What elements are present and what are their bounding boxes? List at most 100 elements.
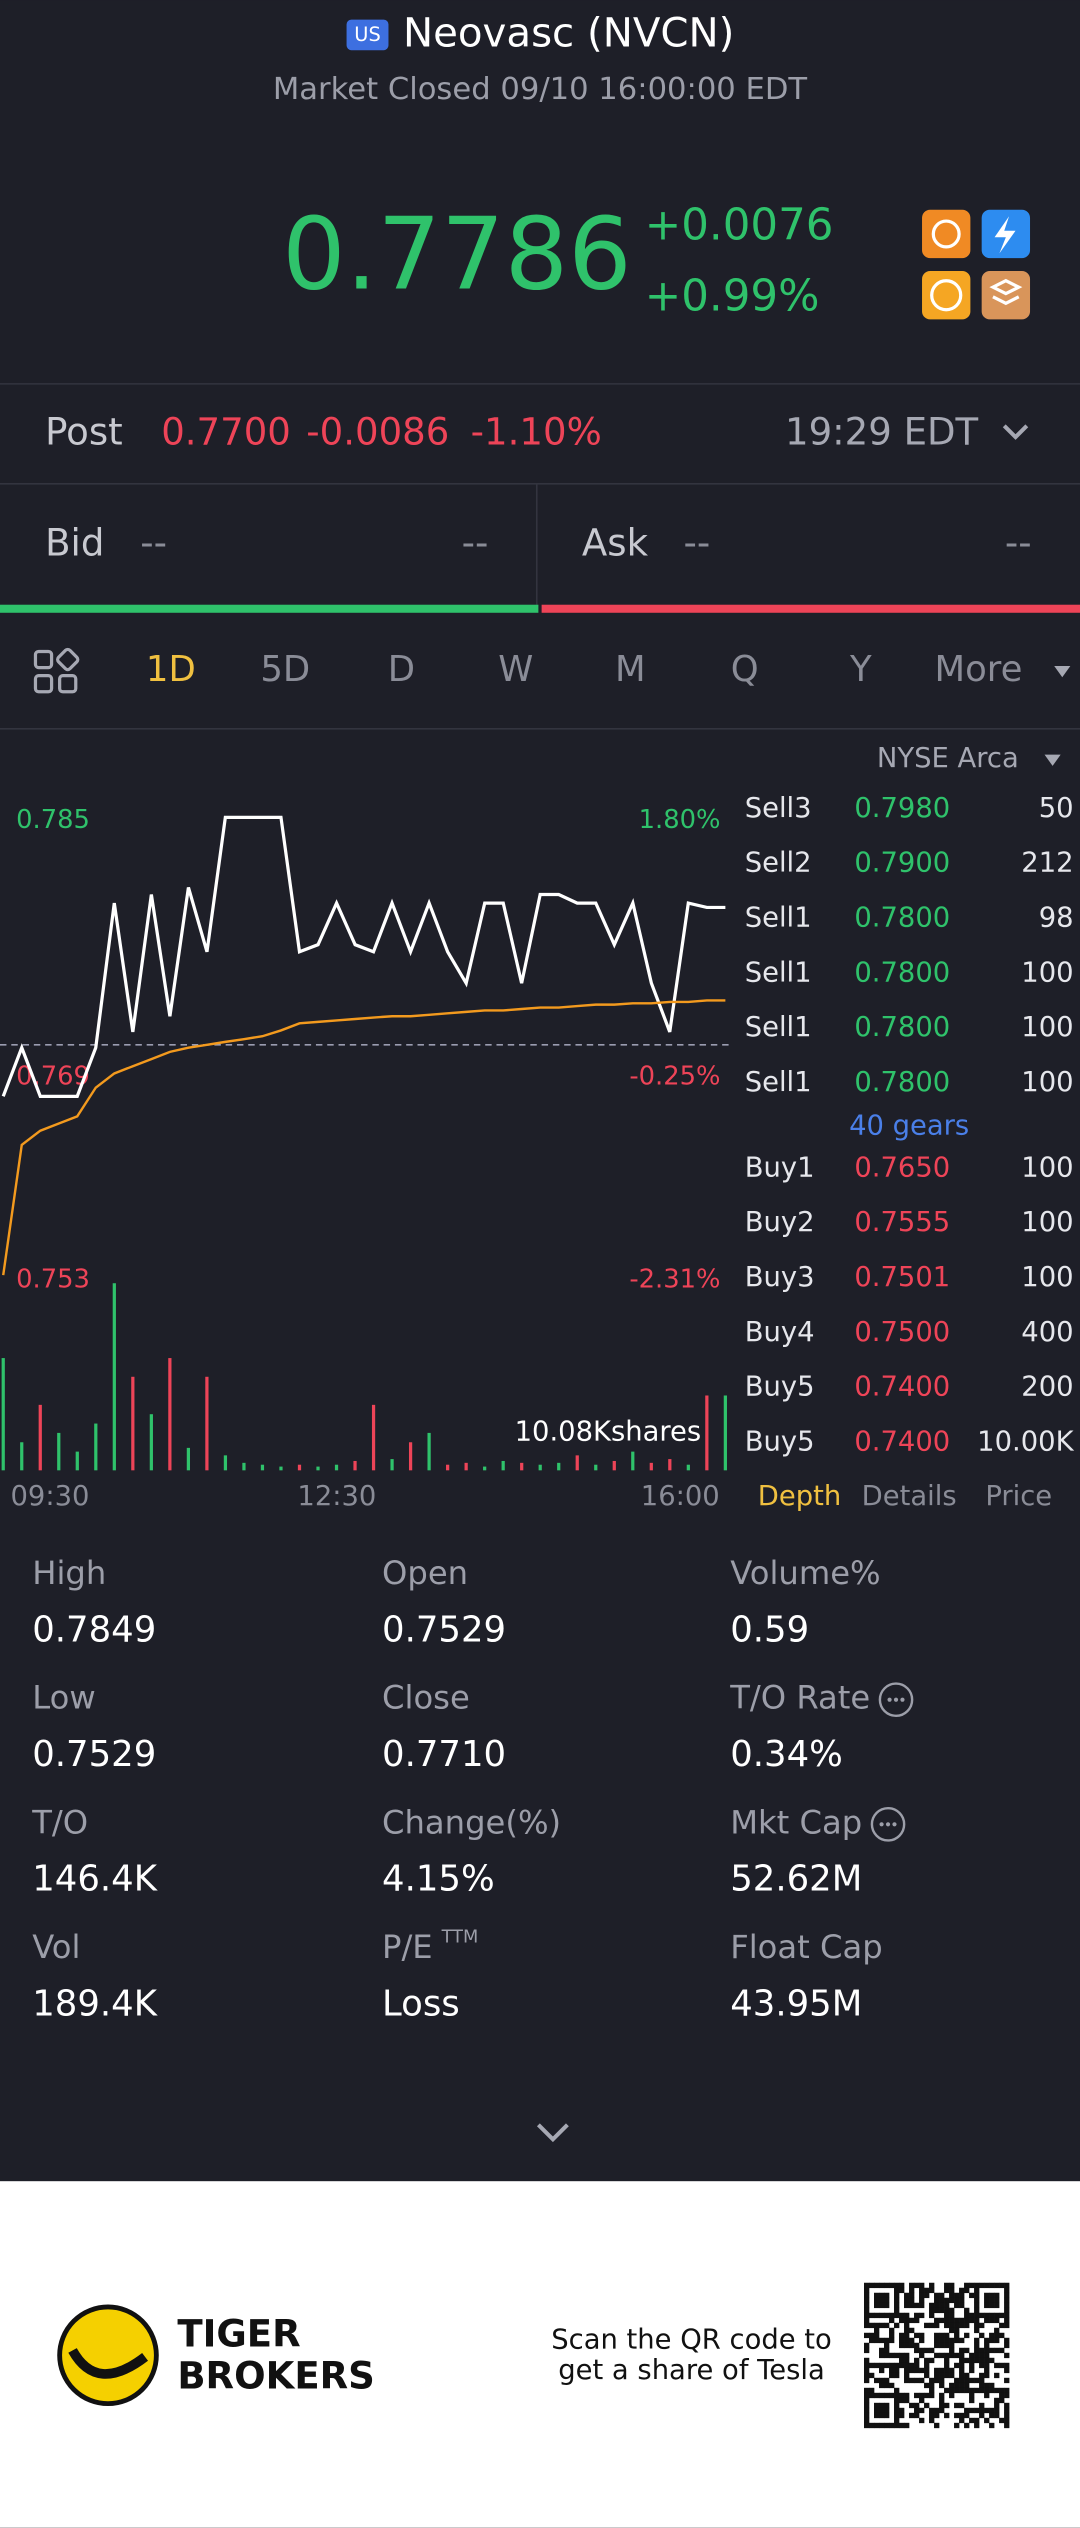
qr-cell — [994, 2282, 1000, 2289]
volume-bar — [594, 1464, 598, 1471]
qr-cell — [889, 2422, 895, 2429]
qr-cell — [879, 2352, 885, 2359]
stat-label: Vol — [32, 1928, 80, 1966]
bid-size: -- — [462, 522, 489, 565]
period-tab[interactable]: D — [388, 649, 415, 690]
qr-cell — [884, 2352, 890, 2359]
qr-cell — [944, 2282, 950, 2289]
icon[interactable] — [922, 209, 971, 259]
period-tab[interactable]: Q — [731, 649, 759, 690]
post-label: Post — [45, 410, 123, 453]
qr-cell — [909, 2342, 915, 2349]
volume-bar — [205, 1376, 209, 1471]
qr-cell — [934, 2307, 940, 2314]
book-tab[interactable]: Details — [862, 1481, 957, 1512]
qr-cell — [974, 2282, 980, 2289]
qr-cell — [909, 2317, 915, 2324]
qr-cell — [954, 2377, 960, 2384]
period-tab[interactable]: 5D — [260, 649, 310, 690]
bid-price: -- — [140, 522, 167, 565]
qr-cell — [984, 2342, 990, 2349]
period-tab[interactable]: M — [615, 649, 646, 690]
qr-cell — [899, 2317, 905, 2324]
qr-cell — [919, 2337, 925, 2344]
qr-cell — [864, 2362, 870, 2369]
qr-cell — [864, 2377, 870, 2384]
bid-label: Bid — [45, 522, 104, 565]
qr-cell — [934, 2317, 940, 2324]
qr-cell — [909, 2297, 915, 2304]
qr-cell — [934, 2367, 940, 2374]
qr-cell — [864, 2372, 870, 2379]
qr-cell — [879, 2282, 885, 2289]
qr-cell — [969, 2312, 975, 2319]
qr-cell — [879, 2377, 885, 2384]
qr-cell — [999, 2417, 1005, 2424]
qr-cell — [879, 2302, 885, 2309]
qr-cell — [974, 2317, 980, 2324]
qr-cell — [944, 2317, 950, 2324]
period-tab[interactable]: 1D — [146, 649, 196, 690]
expand-chevron[interactable] — [1002, 424, 1029, 440]
qr-cell — [1004, 2412, 1010, 2419]
price-change-pct: +0.99% — [645, 271, 820, 321]
qr-cell — [884, 2342, 890, 2349]
qr-cell — [899, 2282, 905, 2289]
period-tab[interactable]: More — [935, 649, 1023, 690]
qr-cell — [994, 2347, 1000, 2354]
x-tick-label: 09:30 — [11, 1481, 90, 1512]
qr-cell — [989, 2292, 995, 2299]
qr-cell — [899, 2397, 905, 2404]
stat-value: 0.7849 — [32, 1610, 156, 1651]
info-icon[interactable] — [870, 1806, 906, 1842]
icon[interactable] — [922, 271, 971, 320]
volume-bar — [94, 1423, 98, 1471]
volume-bar — [297, 1464, 302, 1471]
qr-cell — [899, 2332, 905, 2339]
icon-glyph — [989, 278, 1023, 306]
qr-cell — [889, 2392, 895, 2399]
info-icon[interactable] — [878, 1682, 914, 1718]
period-tab[interactable]: Y — [849, 649, 872, 690]
qr-cell — [879, 2407, 885, 2414]
qr-cell — [864, 2322, 870, 2329]
qr-cell — [964, 2407, 970, 2414]
qr-cell — [999, 2392, 1005, 2399]
qr-cell — [894, 2292, 900, 2299]
qr-cell — [874, 2402, 880, 2409]
quick-icons[interactable] — [922, 209, 1031, 320]
qr-cell — [934, 2372, 940, 2379]
qr-cell — [994, 2302, 1000, 2309]
qr-cell — [899, 2357, 905, 2364]
book-tab[interactable]: Depth — [758, 1481, 841, 1512]
qr-cell — [934, 2332, 940, 2339]
collapse-chevron[interactable] — [536, 2123, 569, 2143]
volume-label: 10.08Kshares — [515, 1417, 702, 1448]
qr-cell — [989, 2357, 995, 2364]
post-time[interactable]: 19:29 EDT — [785, 410, 979, 453]
qr-cell — [904, 2357, 910, 2364]
qr-cell — [939, 2342, 945, 2349]
volume-bar — [168, 1358, 172, 1471]
layout-icon[interactable] — [33, 647, 80, 694]
book-tab[interactable]: Price — [985, 1481, 1052, 1512]
period-tab[interactable]: W — [498, 649, 533, 690]
qr-cell — [904, 2422, 910, 2429]
exchange[interactable]: NYSE Arca — [877, 743, 1019, 774]
qr-cell — [874, 2282, 880, 2289]
qr-cell — [919, 2377, 925, 2384]
book-size: 100 — [1021, 957, 1073, 988]
gears[interactable]: 40 gears — [849, 1110, 969, 1141]
qr-cell — [959, 2412, 965, 2419]
qr-cell — [999, 2362, 1005, 2369]
qr-cell — [899, 2342, 905, 2349]
qr-cell — [989, 2382, 995, 2389]
info-dot — [893, 1697, 899, 1702]
qr-cell — [989, 2297, 995, 2304]
qr-cell — [989, 2387, 995, 2394]
qr-cell — [994, 2317, 1000, 2324]
qr-cell — [904, 2342, 910, 2349]
qr-cell — [894, 2297, 900, 2304]
qr-cell — [879, 2362, 885, 2369]
qr-cell — [954, 2337, 960, 2344]
